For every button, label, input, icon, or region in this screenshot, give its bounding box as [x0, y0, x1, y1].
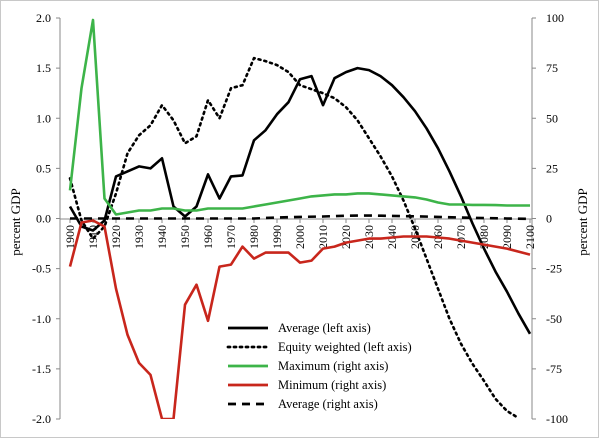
- left-tick-label: -2.0: [32, 412, 51, 426]
- right-tick-label: -25: [546, 262, 562, 276]
- series-line-4: [68, 219, 531, 419]
- right-axis-ticks: 100 75 50 25 0 -25 -50 -75 -100: [532, 11, 568, 426]
- series-line-2: [68, 56, 520, 419]
- series-line-3: [68, 18, 530, 216]
- left-axis-ticks: 2.0 1.5 1.0 0.5 0.0 -0.5 -1.0 -1.5 -2.0: [32, 11, 60, 426]
- x-axis-ticks: 1900 1910 1920 1930 1940 1950 1960 1970 1980 1990…: [63, 219, 537, 249]
- x-tick-label: 1920: [109, 225, 123, 249]
- x-tick-label: 1950: [178, 225, 192, 249]
- x-tick-label: 1940: [155, 225, 169, 249]
- right-tick-label: -100: [546, 412, 568, 426]
- legend-label: Minimum (right axis): [278, 378, 386, 392]
- left-tick-label: -1.0: [32, 312, 51, 326]
- right-tick-label: 100: [546, 11, 564, 25]
- right-tick-label: 75: [546, 61, 558, 75]
- x-tick-label: 2000: [293, 225, 307, 249]
- left-tick-label: 2.0: [36, 11, 51, 25]
- right-tick-label: -50: [546, 312, 562, 326]
- legend-label: Equity weighted (left axis): [278, 340, 412, 354]
- legend-label: Average (left axis): [278, 321, 371, 335]
- left-tick-label: 0.5: [36, 161, 51, 175]
- left-tick-label: 1.0: [36, 111, 51, 125]
- series-layer: [68, 18, 532, 419]
- right-tick-label: -75: [546, 362, 562, 376]
- legend-label: Average (right axis): [278, 397, 378, 411]
- x-tick-label: 2070: [454, 225, 468, 249]
- x-tick-label: 1930: [132, 225, 146, 249]
- right-tick-label: 0: [546, 212, 552, 226]
- series-line-1: [68, 66, 532, 335]
- right-axis-title: percent GDP: [575, 188, 590, 256]
- x-tick-label: 1990: [270, 225, 284, 249]
- legend: Average (left axis) Equity weighted (left…: [226, 321, 412, 411]
- left-tick-label: -0.5: [32, 262, 51, 276]
- right-tick-label: 50: [546, 111, 558, 125]
- legend-label: Maximum (right axis): [278, 359, 388, 373]
- x-tick-label: 1900: [63, 225, 77, 249]
- x-tick-label: 2090: [500, 225, 514, 249]
- series-line-5: [70, 214, 531, 221]
- x-tick-label: 2010: [316, 225, 330, 249]
- x-tick-label: 1980: [247, 225, 261, 249]
- x-tick-label: 1960: [201, 225, 215, 249]
- x-tick-label: 2100: [523, 225, 537, 249]
- x-tick-label: 2030: [362, 225, 376, 249]
- left-axis-title: percent GDP: [8, 188, 23, 256]
- x-tick-label: 1970: [224, 225, 238, 249]
- left-tick-label: -1.5: [32, 362, 51, 376]
- left-tick-label: 0.0: [36, 212, 51, 226]
- right-tick-label: 25: [546, 161, 558, 175]
- left-tick-label: 1.5: [36, 61, 51, 75]
